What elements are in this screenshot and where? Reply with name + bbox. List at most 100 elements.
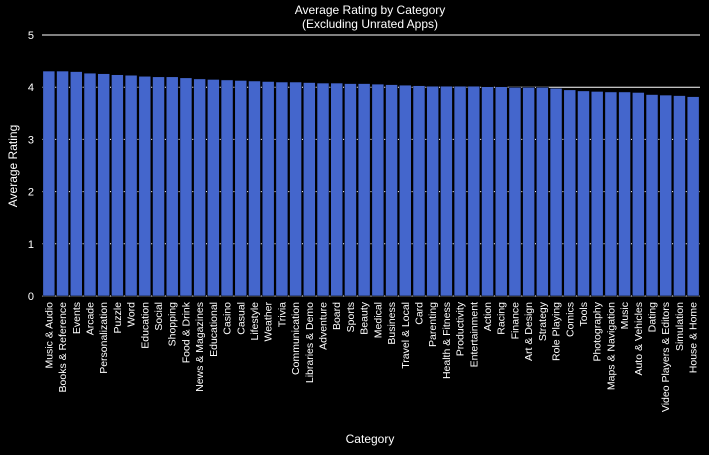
y-tick-label: 2	[28, 187, 34, 199]
y-tick-label: 4	[28, 82, 34, 94]
x-tick-label: Music & Audio	[43, 302, 55, 369]
bar	[412, 85, 426, 297]
bar	[508, 86, 522, 297]
x-tick-label: Education	[139, 302, 151, 349]
x-tick-label: Shopping	[167, 302, 179, 347]
gridlines	[42, 34, 700, 297]
bar	[467, 85, 481, 297]
bar	[275, 81, 289, 297]
y-axis-title: Average Rating	[6, 125, 20, 208]
bars	[42, 70, 700, 297]
bar	[577, 90, 590, 297]
bar	[97, 73, 111, 297]
x-tick-label: Card	[413, 302, 425, 325]
y-tick-label: 3	[28, 134, 34, 146]
bar	[207, 79, 220, 297]
x-tick-label: Strategy	[537, 301, 549, 341]
bar	[302, 82, 316, 297]
chart-subtitle: (Excluding Unrated Apps)	[302, 17, 438, 31]
x-tick-label: Simulation	[674, 302, 686, 351]
x-tick-label: Video Players & Editors	[660, 302, 672, 412]
bar	[248, 80, 261, 297]
bar	[371, 83, 385, 297]
x-tick-label: Trivia	[276, 302, 288, 327]
bar	[522, 86, 535, 297]
x-tick-label: Racing	[496, 302, 508, 335]
x-tick-label: Word	[126, 302, 138, 327]
x-tick-label: Educational	[208, 302, 220, 357]
x-tick-label: Lifestyle	[249, 302, 261, 341]
bar	[645, 94, 659, 297]
bar	[481, 86, 494, 297]
bar	[344, 83, 357, 297]
x-tick-label: Medical	[372, 302, 384, 338]
bar	[193, 78, 206, 297]
x-tick-label: Travel & Local	[400, 302, 412, 369]
bar	[165, 76, 179, 297]
x-tick-label: Food & Drink	[180, 301, 192, 363]
x-tick-label: Music	[619, 302, 631, 329]
bar	[357, 83, 371, 297]
x-tick-label: News & Magazines	[194, 302, 206, 392]
bar	[426, 85, 440, 297]
bar	[659, 94, 673, 297]
bar	[83, 72, 97, 297]
bar	[330, 82, 344, 297]
x-tick-label: Entertainment	[468, 302, 480, 367]
x-tick-label: Finance	[509, 302, 521, 340]
x-tick-label: Role Playing	[551, 302, 563, 361]
x-tick-label: Arcade	[84, 302, 96, 335]
bar	[138, 75, 152, 297]
y-tick-label: 5	[28, 30, 34, 42]
bar	[385, 84, 398, 297]
x-tick-label: Sports	[345, 302, 357, 332]
bar	[604, 91, 618, 297]
bar	[220, 79, 234, 297]
bar	[563, 89, 577, 297]
bar	[631, 92, 645, 297]
x-tick-label: Social	[153, 302, 165, 331]
bar	[549, 87, 563, 297]
x-axis-title: Category	[346, 432, 395, 446]
bar	[69, 71, 83, 297]
bar	[124, 74, 138, 297]
x-tick-label: Weather	[263, 302, 275, 342]
x-tick-label: House & Home	[688, 302, 700, 373]
x-tick-label: Business	[386, 302, 398, 345]
bar	[590, 91, 604, 297]
x-tick-label: Comics	[564, 302, 576, 337]
x-tick-label: Maps & Navigation	[605, 302, 617, 390]
x-tick-label: Productivity	[455, 301, 467, 356]
bar	[152, 76, 165, 297]
x-axis-ticks: Music & Audio Books & Reference Events Arca…	[43, 301, 699, 412]
bar	[673, 95, 686, 297]
bar	[494, 86, 508, 297]
bar	[453, 85, 467, 297]
bar	[42, 70, 56, 297]
x-tick-label: Photography	[592, 301, 604, 361]
bar	[440, 85, 453, 297]
bar	[56, 70, 69, 297]
x-tick-label: Beauty	[359, 301, 371, 334]
bar	[234, 80, 248, 297]
x-tick-label: Art & Design	[523, 302, 535, 361]
x-tick-label: Libraries & Demo	[304, 302, 316, 383]
x-tick-label: Puzzle	[112, 302, 124, 334]
x-tick-label: Auto & Vehicles	[633, 302, 645, 376]
bar	[261, 81, 275, 297]
x-tick-label: Adventure	[318, 302, 330, 350]
bar	[111, 74, 124, 297]
x-tick-label: Action	[482, 302, 494, 331]
x-tick-label: Personalization	[98, 302, 110, 374]
bar	[618, 91, 631, 297]
bar	[536, 86, 549, 297]
x-tick-label: Books & Reference	[57, 302, 69, 393]
x-tick-label: Parenting	[427, 302, 439, 347]
x-tick-label: Tools	[578, 302, 590, 327]
y-tick-label: 1	[28, 239, 34, 251]
x-tick-label: Board	[331, 302, 343, 330]
x-tick-label: Health & Fitness	[441, 302, 453, 379]
y-axis-ticks: 0 1 2 3 4 5	[28, 30, 34, 303]
